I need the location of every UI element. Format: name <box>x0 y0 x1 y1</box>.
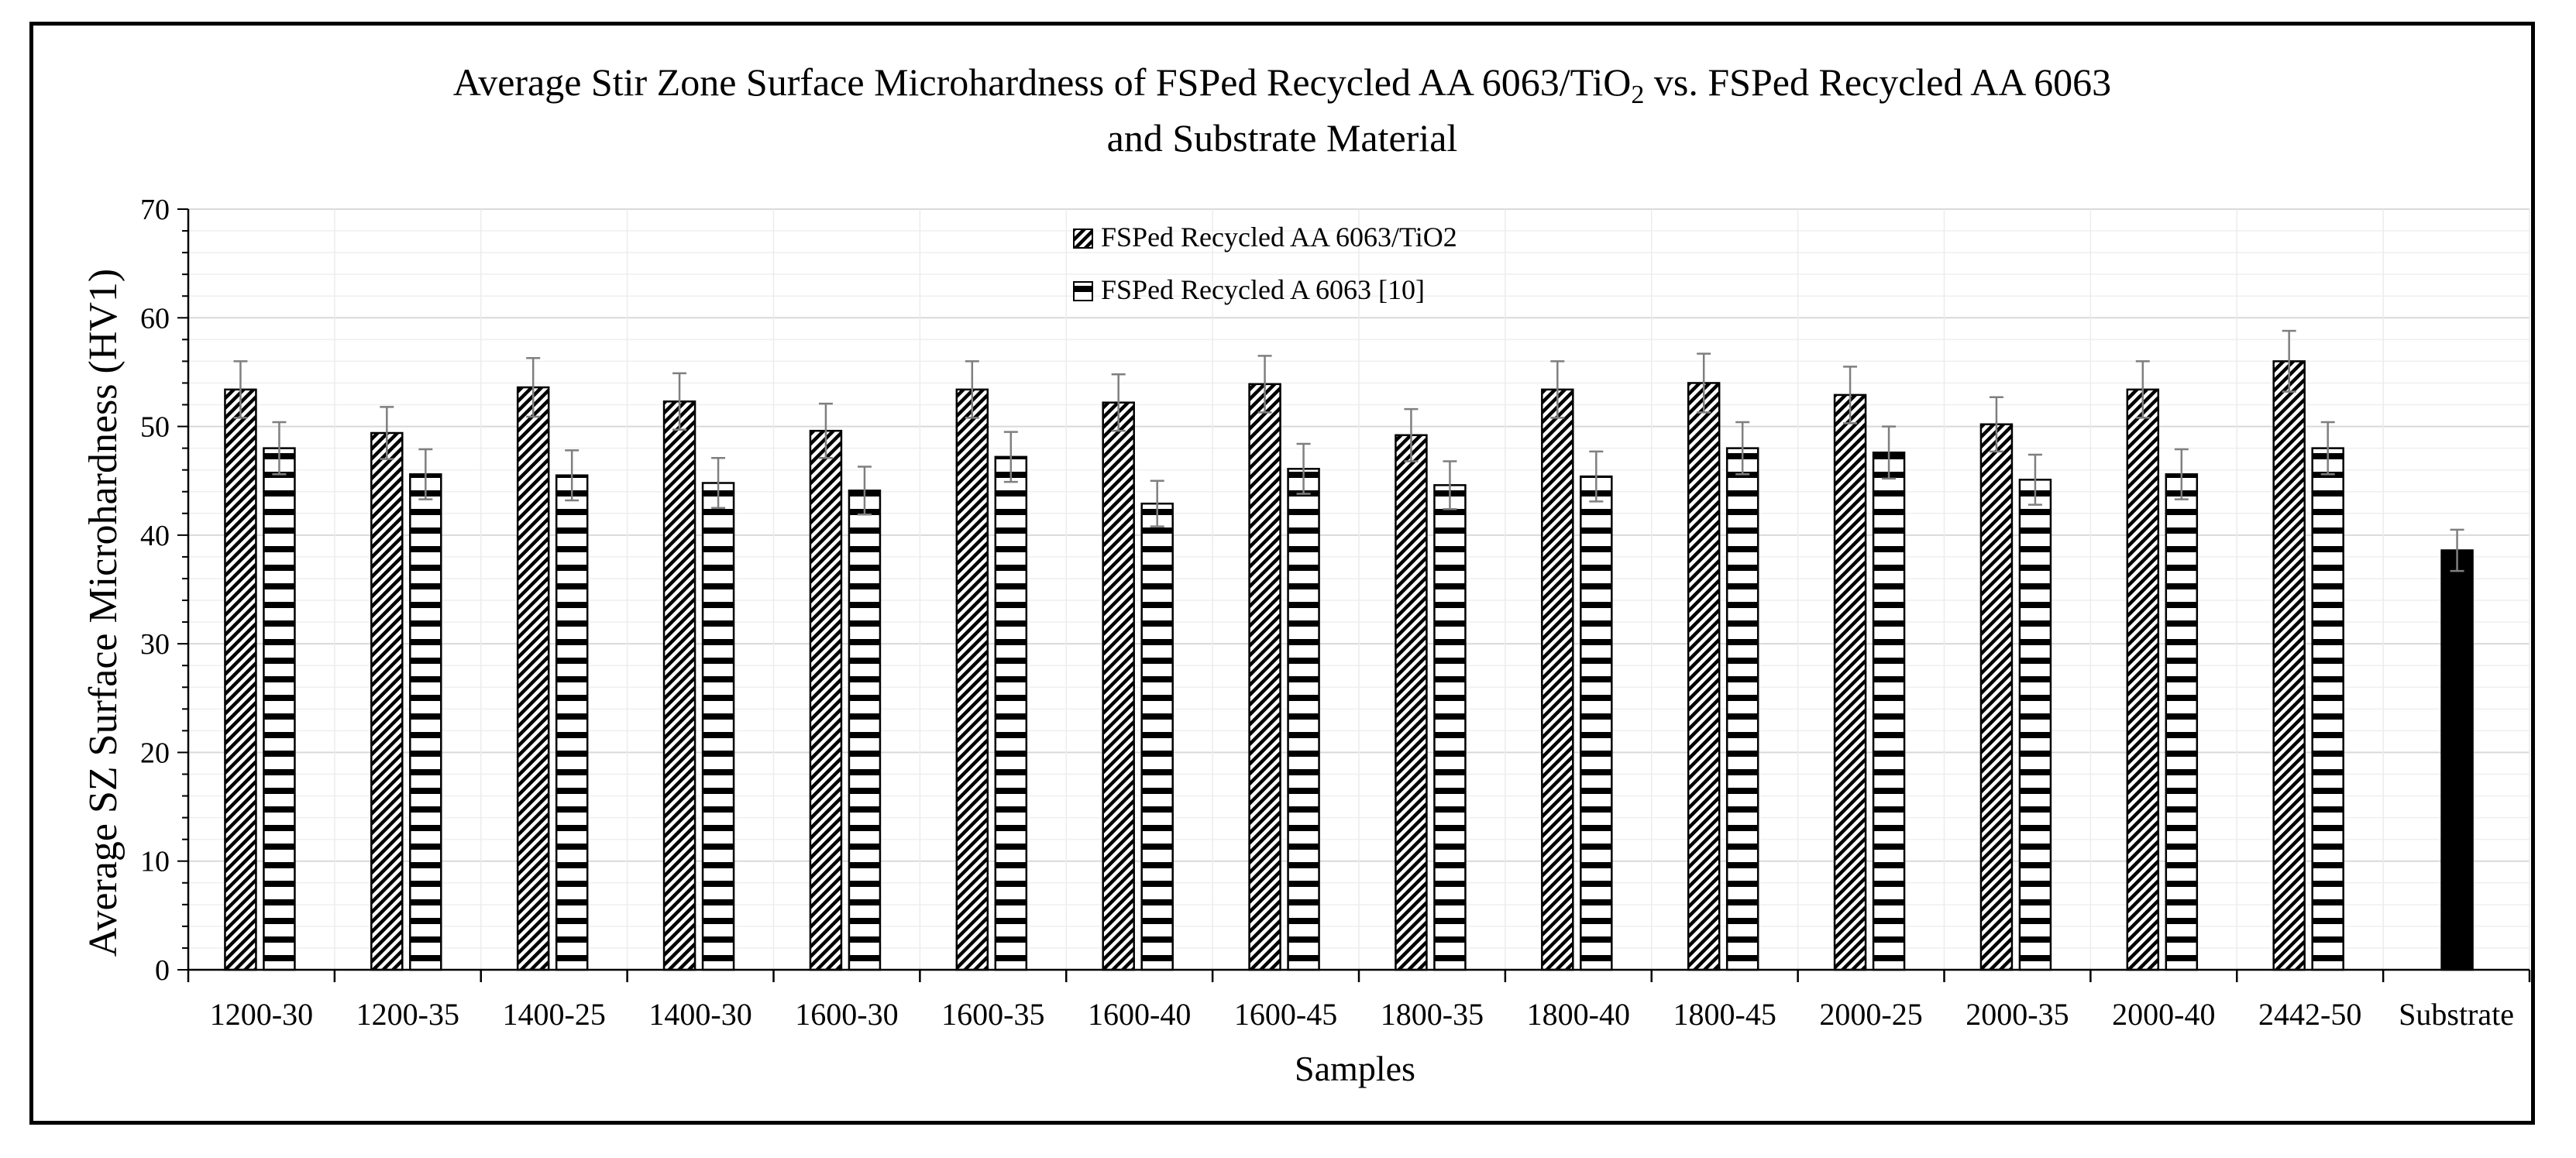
bars <box>224 360 2474 971</box>
axes <box>177 208 2531 982</box>
bar-diagonal-hatch-2000-35 <box>1979 423 2014 971</box>
y-tick-labels: 0 10 20 30 40 50 60 70 <box>140 194 170 987</box>
y-tick-label: 0 <box>155 954 170 987</box>
bar-horizontal-stripes-1600-30 <box>848 490 882 971</box>
y-tick-label: 10 <box>140 846 170 878</box>
bar-chart: Average Stir Zone Surface Microhardness … <box>81 60 2531 1088</box>
legend-label: FSPed Recycled AA 6063/TiO2 <box>1101 222 1457 253</box>
bar-diagonal-hatch-1600-45 <box>1248 383 1281 971</box>
x-tick-label: Substrate <box>2399 997 2514 1032</box>
error-bars <box>233 329 2464 572</box>
x-tick-label: 1400-30 <box>648 997 751 1032</box>
x-tick-label: 1600-35 <box>941 997 1044 1032</box>
x-tick-label: 1800-35 <box>1381 997 1484 1032</box>
x-tick-label: 1600-30 <box>795 997 898 1032</box>
y-tick-label: 70 <box>140 194 170 226</box>
y-tick-label: 20 <box>140 737 170 769</box>
x-tick-labels: 1200-30 1200-35 1400-25 1400-30 1600-30 1600-… <box>210 997 2514 1032</box>
x-tick-label: 1400-25 <box>503 997 606 1032</box>
legend: FSPed Recycled AA 6063/TiO2 FSPed Recycle… <box>1073 222 1457 305</box>
bar-diagonal-hatch-1600-40 <box>1102 401 1135 971</box>
x-tick-label: 2000-40 <box>2112 997 2215 1032</box>
bar-horizontal-stripes-1200-35 <box>409 473 442 971</box>
bar-diagonal-hatch-2442-50 <box>2272 360 2306 971</box>
chart-title-line-2: and Substrate Material <box>1107 116 1458 160</box>
x-tick-label: 2000-35 <box>1966 997 2069 1032</box>
bar-horizontal-stripes-1400-25 <box>555 474 589 971</box>
bar-horizontal-stripes-1600-45 <box>1287 468 1320 971</box>
bar-horizontal-stripes-1200-30 <box>263 447 296 971</box>
bar-diagonal-hatch-1800-40 <box>1541 388 1574 971</box>
legend-label: FSPed Recycled A 6063 [10] <box>1101 274 1425 305</box>
x-tick-label: 1600-40 <box>1088 997 1191 1032</box>
x-tick-label: 2000-25 <box>1819 997 1922 1032</box>
bar-diagonal-hatch-1200-30 <box>224 388 257 971</box>
x-tick-label: 1200-30 <box>210 997 313 1032</box>
bar-diagonal-hatch-2000-25 <box>1833 393 1867 971</box>
x-tick-label: 2442-50 <box>2258 997 2361 1032</box>
bar-diagonal-hatch-1600-30 <box>809 429 843 971</box>
bar-diagonal-hatch-1800-45 <box>1687 382 1721 971</box>
bar-horizontal-stripes-2442-50 <box>2311 447 2344 971</box>
bar-horizontal-stripes-1600-40 <box>1140 502 1174 971</box>
bar-diagonal-hatch-1200-35 <box>370 431 404 971</box>
x-tick-label: 1800-45 <box>1673 997 1776 1032</box>
legend-swatch-diagonal-hatch <box>1073 229 1093 249</box>
legend-swatch-horizontal-stripes <box>1073 281 1093 301</box>
bar-diagonal-hatch-1400-25 <box>516 386 550 971</box>
bar-horizontal-stripes-1600-35 <box>994 455 1028 971</box>
bar-horizontal-stripes-2000-40 <box>2165 473 2199 971</box>
x-axis-label: Samples <box>1295 1049 1415 1088</box>
chart-title-line-1: Average Stir Zone Surface Microhardness … <box>453 60 2111 109</box>
x-tick-label: 1800-40 <box>1527 997 1630 1032</box>
bar-diagonal-hatch-2000-40 <box>2126 388 2160 971</box>
x-tick-label: 1200-35 <box>356 997 459 1032</box>
bar-horizontal-stripes-2000-35 <box>2018 479 2052 971</box>
bar-horizontal-stripes-1800-45 <box>1725 447 1759 971</box>
bar-diagonal-hatch-1800-35 <box>1395 434 1428 971</box>
bar-horizontal-stripes-2000-25 <box>1872 451 1906 971</box>
chart-frame: Average Stir Zone Surface Microhardness … <box>29 22 2535 1125</box>
x-tick-label: 1600-45 <box>1234 997 1337 1032</box>
y-tick-label: 30 <box>140 628 170 661</box>
y-axis-label: Average SZ Surface Microhardness (HV1) <box>81 269 126 957</box>
bar-solid-black-Substrate <box>2440 549 2474 971</box>
y-tick-label: 50 <box>140 411 170 444</box>
bar-diagonal-hatch-1400-30 <box>662 400 696 971</box>
y-tick-label: 40 <box>140 520 170 552</box>
y-tick-label: 60 <box>140 302 170 335</box>
bar-diagonal-hatch-1600-35 <box>955 388 989 971</box>
bar-horizontal-stripes-1400-30 <box>701 482 735 971</box>
bar-horizontal-stripes-1800-35 <box>1433 484 1467 971</box>
bar-horizontal-stripes-1800-40 <box>1580 475 1613 971</box>
